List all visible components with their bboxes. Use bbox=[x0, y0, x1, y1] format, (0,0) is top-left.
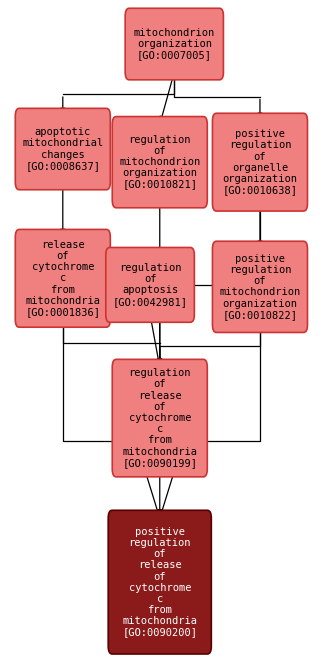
Text: regulation
of
release
of
cytochrome
c
from
mitochondria
[GO:0090199]: regulation of release of cytochrome c fr… bbox=[122, 368, 197, 468]
FancyBboxPatch shape bbox=[112, 117, 207, 208]
FancyBboxPatch shape bbox=[108, 510, 211, 654]
FancyBboxPatch shape bbox=[213, 241, 307, 332]
FancyBboxPatch shape bbox=[213, 113, 307, 211]
Text: mitochondrion
organization
[GO:0007005]: mitochondrion organization [GO:0007005] bbox=[134, 28, 215, 60]
FancyBboxPatch shape bbox=[15, 229, 110, 328]
FancyBboxPatch shape bbox=[106, 248, 194, 322]
Text: positive
regulation
of
organelle
organization
[GO:0010638]: positive regulation of organelle organiz… bbox=[222, 129, 297, 195]
Text: apoptotic
mitochondrial
changes
[GO:0008637]: apoptotic mitochondrial changes [GO:0008… bbox=[22, 127, 103, 171]
Text: positive
regulation
of
mitochondrion
organization
[GO:0010822]: positive regulation of mitochondrion org… bbox=[219, 254, 301, 320]
FancyBboxPatch shape bbox=[15, 108, 110, 190]
Text: regulation
of
mitochondrion
organization
[GO:0010821]: regulation of mitochondrion organization… bbox=[119, 134, 200, 190]
FancyBboxPatch shape bbox=[125, 9, 223, 80]
Text: release
of
cytochrome
c
from
mitochondria
[GO:0001836]: release of cytochrome c from mitochondri… bbox=[25, 240, 100, 317]
Text: positive
regulation
of
release
of
cytochrome
c
from
mitochondria
[GO:0090200]: positive regulation of release of cytoch… bbox=[122, 527, 197, 637]
Text: regulation
of
apoptosis
[GO:0042981]: regulation of apoptosis [GO:0042981] bbox=[112, 263, 187, 306]
FancyBboxPatch shape bbox=[112, 359, 207, 477]
